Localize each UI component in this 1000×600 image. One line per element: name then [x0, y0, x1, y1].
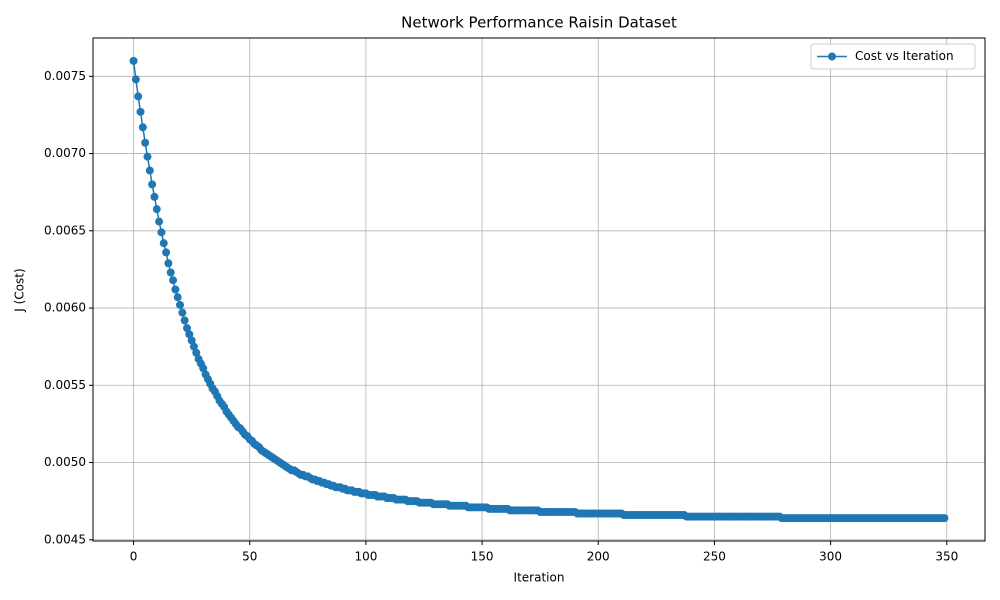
data-point [178, 308, 187, 317]
y-tick-label: 0.0075 [44, 69, 86, 83]
chart-title: Network Performance Raisin Dataset [401, 14, 677, 32]
x-axis-label: Iteration [514, 571, 565, 585]
data-point [131, 75, 140, 84]
data-point [169, 276, 178, 285]
data-point [157, 228, 166, 237]
x-tick-label: 200 [587, 550, 610, 564]
data-point [185, 330, 194, 339]
data-point [189, 342, 198, 351]
data-point [148, 180, 157, 189]
data-point [145, 166, 154, 175]
data-point [138, 123, 147, 132]
data-point [150, 192, 159, 201]
data-point [152, 205, 161, 214]
data-point [164, 259, 173, 268]
legend-label: Cost vs Iteration [855, 49, 954, 63]
y-tick-label: 0.0045 [44, 532, 86, 546]
data-point [171, 285, 180, 294]
plot-frame [92, 37, 986, 542]
data-point [199, 364, 208, 373]
x-tick-label: 300 [819, 550, 842, 564]
y-tick-label: 0.0060 [44, 301, 86, 315]
legend-marker [828, 52, 836, 61]
x-tick-label: 50 [242, 550, 257, 564]
x-tick-label: 250 [703, 550, 726, 564]
data-point [136, 107, 145, 116]
y-tick-label: 0.0065 [44, 223, 86, 237]
x-tick-label: 0 [130, 550, 138, 564]
x-tick-label: 150 [471, 550, 494, 564]
data-point [159, 239, 168, 248]
data-point [162, 248, 171, 257]
legend-box [810, 43, 976, 70]
y-tick-label: 0.0055 [44, 378, 86, 392]
data-point [182, 324, 191, 333]
x-tick-label: 100 [354, 550, 377, 564]
data-point [134, 92, 143, 101]
data-point [141, 138, 150, 147]
x-tick-label: 350 [935, 550, 958, 564]
data-point [129, 56, 138, 65]
y-tick-label: 0.0050 [44, 455, 86, 469]
data-point [143, 152, 152, 161]
y-axis-label: J (Cost) [13, 268, 27, 312]
data-point [187, 336, 196, 345]
data-point [155, 217, 164, 226]
data-point [940, 514, 949, 523]
data-point [173, 293, 182, 302]
data-point [180, 316, 189, 325]
y-tick-label: 0.0070 [44, 146, 86, 160]
data-point [192, 348, 201, 357]
data-point [176, 300, 185, 309]
data-point [166, 268, 175, 277]
